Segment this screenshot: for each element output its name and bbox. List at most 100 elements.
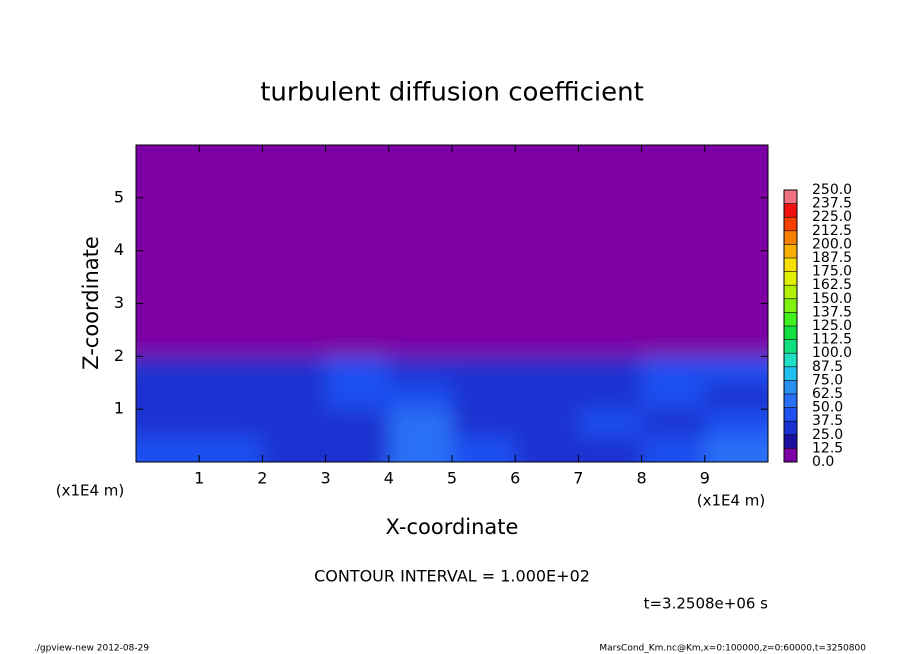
cell — [704, 197, 768, 225]
cell — [388, 197, 453, 225]
colorbar-swatch — [784, 217, 797, 231]
cell — [515, 435, 579, 462]
colorbar-label: 100.0 — [812, 345, 852, 361]
cell — [388, 356, 453, 384]
cell — [199, 382, 263, 410]
cell — [262, 303, 327, 331]
cell — [641, 250, 706, 278]
cell — [262, 435, 327, 462]
annotation: CONTOUR INTERVAL = 1.000E+02 — [314, 567, 590, 586]
x-tick-label: 5 — [447, 469, 457, 488]
colorbar-swatch — [784, 380, 797, 394]
cell — [515, 409, 579, 437]
cell — [704, 145, 768, 172]
cell — [641, 435, 706, 462]
cell — [325, 224, 390, 252]
colorbar-label: 62.5 — [812, 386, 843, 402]
cell — [641, 145, 706, 172]
cell — [388, 250, 453, 278]
colorbar-label: 50.0 — [812, 400, 843, 416]
cell — [704, 224, 768, 252]
colorbar-label: 112.5 — [812, 332, 852, 348]
colorbar-swatch — [784, 258, 797, 272]
colorbar-swatch — [784, 407, 797, 422]
x-tick-label: 8 — [637, 469, 647, 488]
x-tick-label: 4 — [384, 469, 394, 488]
y-tick-label: 2 — [114, 346, 124, 365]
cell — [578, 409, 643, 437]
cell — [452, 277, 516, 304]
y-tick-label: 4 — [114, 240, 124, 259]
cell — [262, 329, 327, 357]
cell — [641, 382, 706, 410]
cell — [515, 329, 579, 357]
x-tick-label: 6 — [510, 469, 520, 488]
cell — [325, 145, 390, 172]
cell — [578, 356, 643, 384]
colorbar-label: 250.0 — [812, 182, 852, 198]
cell — [515, 145, 579, 172]
cell — [136, 224, 200, 252]
chart-title: turbulent diffusion coefficient — [260, 78, 644, 108]
cell — [325, 409, 390, 437]
colorbar-swatch — [784, 326, 797, 340]
cell — [325, 197, 390, 225]
footer-right: MarsCond_Km.nc@Km,x=0:100000,z=0:60000,t… — [599, 644, 866, 654]
colorbar-label: 162.5 — [812, 277, 852, 293]
colorbar-swatch — [784, 434, 797, 449]
cell — [262, 277, 327, 304]
cell — [199, 277, 263, 304]
colorbar-label: 12.5 — [812, 440, 843, 456]
cell — [578, 435, 643, 462]
cell — [136, 171, 200, 199]
cell — [325, 435, 390, 462]
colorbar-label: 37.5 — [812, 413, 843, 429]
cell — [388, 171, 453, 199]
cell — [199, 197, 263, 225]
y-tick-label: 1 — [114, 399, 124, 418]
cell — [199, 250, 263, 278]
colorbar-swatch — [784, 190, 797, 204]
cell — [704, 171, 768, 199]
colorbar-swatch — [784, 366, 797, 381]
colorbar-swatch — [784, 312, 797, 326]
cell — [325, 277, 390, 304]
cell — [641, 409, 706, 437]
cell — [136, 197, 200, 225]
cell — [136, 409, 200, 437]
cell — [388, 145, 453, 172]
colorbar-swatch — [784, 353, 797, 367]
x-tick-label: 3 — [321, 469, 331, 488]
cell — [578, 145, 643, 172]
cell — [578, 224, 643, 252]
cell — [388, 224, 453, 252]
cell — [704, 356, 768, 384]
colorbar-swatch — [784, 339, 797, 354]
cell — [641, 277, 706, 304]
colorbar-swatch — [784, 448, 797, 462]
cell — [515, 250, 579, 278]
cell — [325, 382, 390, 410]
cell — [641, 303, 706, 331]
x-tick-label: 2 — [257, 469, 267, 488]
cell — [578, 171, 643, 199]
cell — [199, 303, 263, 331]
cell — [136, 356, 200, 384]
x-unit: (x1E4 m) — [697, 492, 766, 510]
cell — [388, 303, 453, 331]
cell — [515, 356, 579, 384]
cell — [262, 356, 327, 384]
cell — [388, 409, 453, 437]
cell — [136, 382, 200, 410]
colorbar-label: 87.5 — [812, 359, 843, 375]
cell — [578, 382, 643, 410]
colorbar-label: 75.0 — [812, 372, 843, 388]
cell — [704, 409, 768, 437]
cell — [452, 197, 516, 225]
cell — [452, 435, 516, 462]
colorbar-label: 25.0 — [812, 427, 843, 443]
x-tick-label: 9 — [700, 469, 710, 488]
colorbar-label: 0.0 — [812, 454, 834, 470]
colorbar-swatch — [784, 285, 797, 299]
